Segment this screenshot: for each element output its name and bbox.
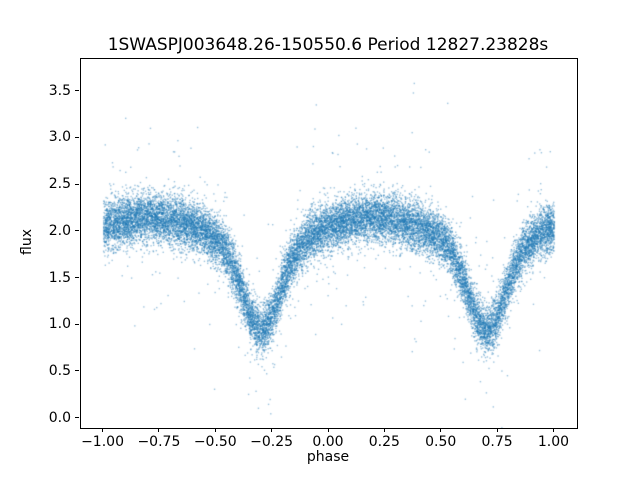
- y-tick-mark: [75, 183, 79, 185]
- y-tick-mark: [75, 90, 79, 92]
- x-tick-mark: [158, 428, 160, 432]
- x-tick-label: −0.25: [250, 434, 294, 450]
- x-tick-mark: [102, 428, 104, 432]
- y-tick-mark: [75, 230, 79, 232]
- plot-area: [80, 58, 578, 429]
- y-tick-label: 2.0: [48, 222, 71, 239]
- y-tick-label: 3.0: [48, 129, 71, 146]
- y-tick-mark: [75, 277, 79, 279]
- x-tick-label: −0.75: [137, 434, 181, 450]
- x-tick-mark: [214, 428, 216, 432]
- x-tick-mark: [496, 428, 498, 432]
- y-tick-label: 0.5: [48, 362, 71, 379]
- scatter-canvas: [81, 59, 577, 428]
- y-tick-mark: [75, 323, 79, 325]
- y-tick-mark: [75, 370, 79, 372]
- y-tick-label: 0.0: [48, 409, 71, 426]
- y-tick-label: 3.5: [48, 82, 71, 99]
- x-tick-mark: [327, 428, 329, 432]
- x-tick-mark: [271, 428, 273, 432]
- chart-title: 1SWASPJ003648.26-150550.6 Period 12827.2…: [107, 35, 549, 55]
- x-tick-mark: [440, 428, 442, 432]
- x-tick-label: 0.50: [425, 434, 457, 450]
- x-tick-label: −1.00: [81, 434, 124, 450]
- y-tick-label: 1.5: [48, 269, 71, 286]
- x-axis-label: phase: [306, 449, 350, 465]
- x-tick-label: −0.50: [193, 434, 237, 450]
- y-tick-label: 1.0: [48, 316, 71, 333]
- x-tick-mark: [552, 428, 554, 432]
- x-tick-label: 0.75: [481, 434, 513, 450]
- x-tick-label: 0.25: [368, 434, 400, 450]
- x-tick-label: 0.00: [312, 434, 344, 450]
- y-tick-mark: [75, 136, 79, 138]
- x-tick-mark: [383, 428, 385, 432]
- x-tick-label: 1.00: [537, 434, 570, 450]
- y-tick-label: 2.5: [48, 176, 71, 193]
- y-tick-mark: [75, 417, 79, 419]
